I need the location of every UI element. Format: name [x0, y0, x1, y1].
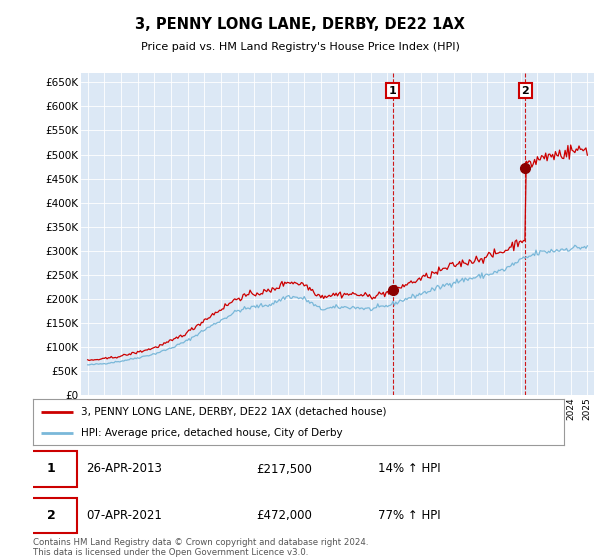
Text: £472,000: £472,000	[256, 509, 312, 522]
Text: £217,500: £217,500	[256, 463, 312, 475]
Text: 1: 1	[389, 86, 397, 96]
Text: 26-APR-2013: 26-APR-2013	[86, 463, 162, 475]
Text: 2: 2	[521, 86, 529, 96]
Text: 14% ↑ HPI: 14% ↑ HPI	[378, 463, 441, 475]
Text: 3, PENNY LONG LANE, DERBY, DE22 1AX (detached house): 3, PENNY LONG LANE, DERBY, DE22 1AX (det…	[81, 407, 386, 417]
Text: Price paid vs. HM Land Registry's House Price Index (HPI): Price paid vs. HM Land Registry's House …	[140, 41, 460, 52]
Text: Contains HM Land Registry data © Crown copyright and database right 2024.
This d: Contains HM Land Registry data © Crown c…	[33, 538, 368, 557]
Text: 2: 2	[47, 509, 55, 522]
Text: 07-APR-2021: 07-APR-2021	[86, 509, 162, 522]
FancyBboxPatch shape	[25, 451, 77, 487]
Text: 1: 1	[47, 463, 55, 475]
Text: 77% ↑ HPI: 77% ↑ HPI	[378, 509, 441, 522]
Text: 3, PENNY LONG LANE, DERBY, DE22 1AX: 3, PENNY LONG LANE, DERBY, DE22 1AX	[135, 17, 465, 32]
FancyBboxPatch shape	[25, 498, 77, 533]
Text: HPI: Average price, detached house, City of Derby: HPI: Average price, detached house, City…	[81, 428, 343, 438]
